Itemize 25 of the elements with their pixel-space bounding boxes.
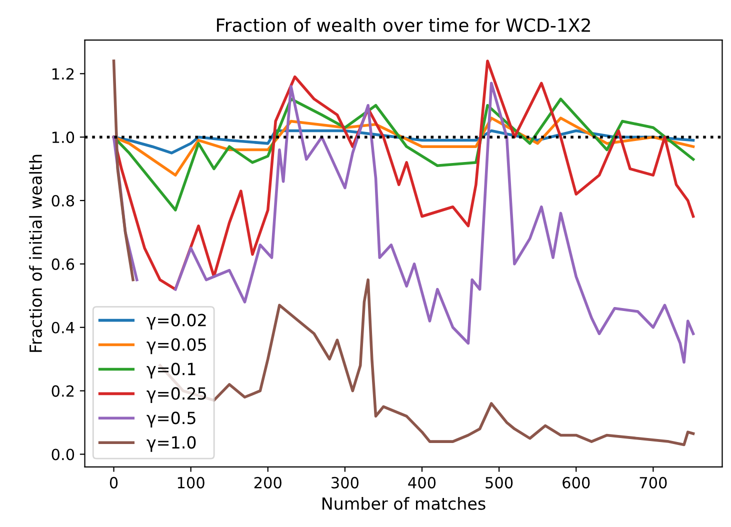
y-tick-label: 1.2 (52, 68, 74, 80)
chart-title: Fraction of wealth over time for WCD-1X2 (217, 18, 590, 32)
y-axis-title: Fraction of initial wealth (29, 154, 42, 352)
legend-label: γ=0.1 (146, 362, 196, 379)
legend-label: γ=0.25 (146, 387, 206, 403)
legend-label: γ=0.05 (146, 338, 206, 354)
x-tick-label: 400 (408, 476, 436, 488)
line-series (112, 60, 695, 291)
x-tick-label: 0 (110, 476, 118, 488)
y-tick-label: 0.6 (52, 258, 74, 270)
legend-label: γ=0.5 (146, 412, 196, 428)
x-tick-label: 500 (486, 476, 513, 488)
y-tick-label: 0.2 (52, 385, 74, 397)
y-tick-label: 0.0 (52, 448, 74, 460)
x-axis-title: Number of matches (322, 496, 486, 510)
x-tick-label: 100 (178, 476, 204, 488)
y-tick-label: 0.4 (52, 322, 74, 334)
x-tick-label: 200 (254, 476, 282, 488)
legend-label: γ=1.0 (146, 436, 196, 452)
legend-label: γ=0.02 (146, 314, 206, 330)
y-tick-label: 1.0 (52, 132, 74, 144)
y-tick-label: 0.8 (52, 194, 74, 207)
x-tick-label: 300 (332, 476, 359, 488)
x-tick-label: 600 (562, 476, 590, 488)
x-tick-label: 700 (640, 476, 667, 488)
